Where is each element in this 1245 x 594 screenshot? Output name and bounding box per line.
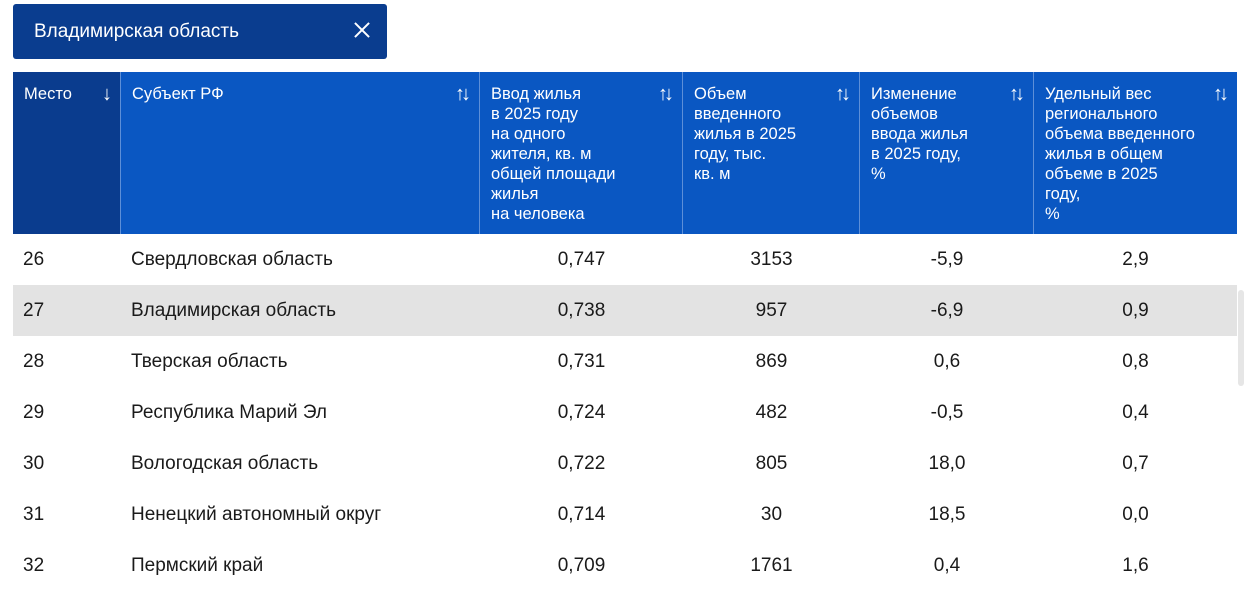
cell-per-capita: 0,738	[557, 299, 606, 321]
cell-volume: 30	[760, 503, 783, 525]
cell-place: 28	[23, 350, 45, 372]
cell-share: 0,9	[1122, 299, 1149, 321]
cell-per-capita: 0,722	[557, 452, 606, 474]
ranking-table: Место ↓ Субъект РФ ↑↓ Ввод жилья в 2025 …	[13, 72, 1237, 591]
cell-region: Владимирская область	[131, 299, 336, 321]
table-row[interactable]: 31 Ненецкий автономный округ 0,714 30 18,5 0,…	[13, 489, 1237, 540]
sort-icon[interactable]: ↑↓	[835, 83, 851, 105]
cell-region: Ненецкий автономный округ	[131, 503, 382, 525]
cell-region: Вологодская область	[131, 452, 319, 474]
cell-change: -0,5	[930, 401, 964, 423]
cell-per-capita: 0,731	[557, 350, 606, 372]
cell-per-capita: 0,747	[557, 248, 606, 270]
column-header-label: Объем введенного жилья в 2025 году, тыс.…	[694, 85, 797, 183]
cell-per-capita: 0,714	[557, 503, 606, 525]
cell-volume: 1761	[750, 554, 793, 576]
cell-change: 18,0	[928, 452, 966, 474]
column-header-label: Ввод жилья в 2025 году на одного жителя,…	[491, 85, 616, 223]
cell-volume: 957	[755, 299, 788, 321]
column-header-share[interactable]: Удельный вес регионального объема введен…	[1034, 72, 1237, 234]
table-row[interactable]: 27 Владимирская область 0,738 957 -6,9 0,9	[13, 285, 1237, 336]
cell-per-capita: 0,709	[557, 554, 606, 576]
sort-icon[interactable]: ↑↓	[658, 83, 674, 105]
cell-region: Пермский край	[131, 554, 264, 576]
cell-place: 31	[23, 503, 45, 525]
table-body: 26 Свердловская область 0,747 3153 -5,9 2,9 27…	[13, 234, 1237, 591]
cell-change: -6,9	[930, 299, 964, 321]
column-header-change[interactable]: Изменение объемов ввода жилья в 2025 год…	[860, 72, 1034, 234]
filter-chip: Владимирская область	[13, 4, 387, 59]
cell-share: 2,9	[1122, 248, 1149, 270]
column-header-place[interactable]: Место ↓	[13, 72, 121, 234]
column-header-label: Субъект РФ	[132, 85, 224, 103]
sort-icon[interactable]: ↑↓	[1213, 83, 1229, 105]
column-header-label: Место	[24, 85, 72, 103]
cell-change: 18,5	[928, 503, 966, 525]
cell-place: 30	[23, 452, 45, 474]
cell-change: 0,4	[933, 554, 961, 576]
table-row[interactable]: 32 Пермский край 0,709 1761 0,4 1,6	[13, 540, 1237, 591]
cell-volume: 805	[755, 452, 788, 474]
filter-chip-label: Владимирская область	[34, 20, 239, 42]
cell-place: 32	[23, 554, 45, 576]
cell-place: 27	[23, 299, 45, 321]
cell-region: Республика Марий Эл	[131, 401, 328, 423]
scrollbar[interactable]	[1238, 290, 1244, 386]
column-header-label: Изменение объемов ввода жилья в 2025 год…	[871, 85, 968, 183]
table-row[interactable]: 28 Тверская область 0,731 869 0,6 0,8	[13, 336, 1237, 387]
cell-place: 29	[23, 401, 45, 423]
sort-icon[interactable]: ↑↓	[455, 83, 471, 105]
cell-share: 0,8	[1122, 350, 1149, 372]
cell-share: 0,4	[1122, 401, 1149, 423]
cell-region: Свердловская область	[131, 248, 333, 270]
table-row[interactable]: 30 Вологодская область 0,722 805 18,0 0,7	[13, 438, 1237, 489]
column-header-region[interactable]: Субъект РФ ↑↓	[121, 72, 480, 234]
close-icon[interactable]	[349, 17, 375, 43]
column-header-label: Удельный вес регионального объема введен…	[1045, 85, 1195, 223]
cell-share: 1,6	[1122, 554, 1149, 576]
cell-region: Тверская область	[131, 350, 288, 372]
column-header-per-capita[interactable]: Ввод жилья в 2025 году на одного жителя,…	[480, 72, 683, 234]
sort-icon[interactable]: ↑↓	[1009, 83, 1025, 105]
cell-change: 0,6	[933, 350, 961, 372]
table-row[interactable]: 29 Республика Марий Эл 0,724 482 -0,5 0,4	[13, 387, 1237, 438]
cell-place: 26	[23, 248, 45, 270]
column-header-volume[interactable]: Объем введенного жилья в 2025 году, тыс.…	[683, 72, 860, 234]
table-row[interactable]: 26 Свердловская область 0,747 3153 -5,9 2,9	[13, 234, 1237, 285]
table-header: Место ↓ Субъект РФ ↑↓ Ввод жилья в 2025 …	[13, 72, 1237, 234]
cell-volume: 869	[755, 350, 788, 372]
cell-share: 0,7	[1122, 452, 1149, 474]
cell-volume: 482	[755, 401, 788, 423]
cell-change: -5,9	[930, 248, 964, 270]
cell-share: 0,0	[1122, 503, 1149, 525]
cell-per-capita: 0,724	[557, 401, 606, 423]
arrow-down-icon[interactable]: ↓	[102, 83, 112, 105]
cell-volume: 3153	[750, 248, 793, 270]
